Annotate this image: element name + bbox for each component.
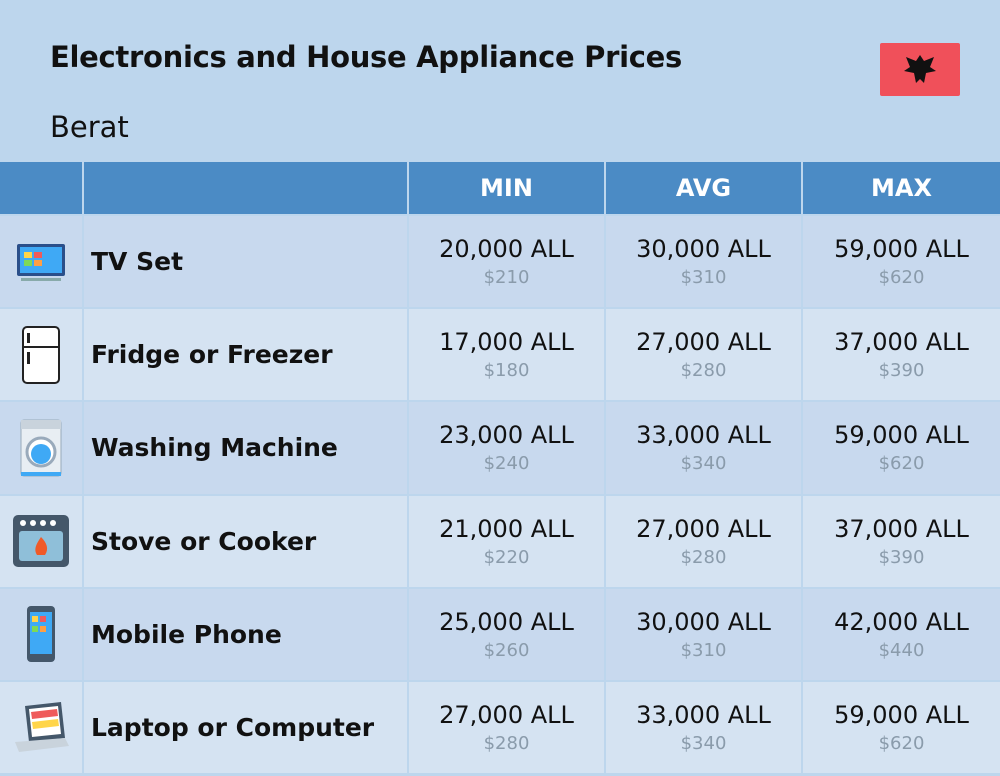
- price-usd: $210: [483, 267, 530, 289]
- flag-eagle: [904, 55, 936, 83]
- price-usd: $620: [878, 453, 925, 475]
- price-local: 27,000 ALL: [439, 701, 574, 730]
- price-cell: 33,000 ALL $340: [606, 682, 801, 774]
- price-usd: $340: [680, 733, 727, 755]
- row-icon-cell: [0, 682, 82, 774]
- row-icon: [27, 606, 55, 663]
- price-usd: $440: [878, 639, 925, 661]
- title: Electronics and House Appliance Prices: [50, 40, 682, 74]
- price-local: 59,000 ALL: [834, 235, 969, 264]
- row-name: Laptop or Computer: [84, 682, 407, 774]
- price-local: 20,000 ALL: [439, 235, 574, 264]
- price-local: 59,000 ALL: [834, 701, 969, 730]
- row-icon-cell: [0, 588, 82, 680]
- price-cell: 59,000 ALL $620: [803, 402, 1000, 494]
- price-local: 30,000 ALL: [636, 235, 771, 264]
- price-cell: 42,000 ALL $440: [803, 588, 1000, 680]
- price-cell: 37,000 ALL $390: [803, 495, 1000, 587]
- price-usd: $340: [680, 453, 727, 475]
- row-icon-cell: [0, 402, 82, 494]
- price-usd: $240: [483, 453, 530, 475]
- price-cell: 37,000 ALL $390: [803, 309, 1000, 401]
- row-name: TV Set: [84, 216, 407, 308]
- flag: [880, 43, 960, 96]
- row-name: Washing Machine: [84, 402, 407, 494]
- row-icon: [13, 515, 69, 568]
- price-local: 37,000 ALL: [834, 328, 969, 357]
- price-cell: 33,000 ALL $340: [606, 402, 801, 494]
- price-usd: $310: [680, 267, 727, 289]
- price-cell: 59,000 ALL $620: [803, 216, 1000, 308]
- row-name: Mobile Phone: [84, 588, 407, 680]
- price-local: 37,000 ALL: [834, 514, 969, 543]
- price-cell: 17,000 ALL $180: [409, 309, 604, 401]
- price-local: 33,000 ALL: [636, 421, 771, 450]
- price-local: 17,000 ALL: [439, 328, 574, 357]
- price-cell: 27,000 ALL $280: [409, 682, 604, 774]
- row-icon: [20, 419, 62, 477]
- price-usd: $220: [483, 546, 530, 568]
- header-cell: [84, 162, 407, 214]
- price-usd: $390: [878, 360, 925, 382]
- column-header: MIN: [409, 162, 604, 214]
- price-cell: 20,000 ALL $210: [409, 216, 604, 308]
- header-cell: [0, 162, 82, 214]
- price-local: 30,000 ALL: [636, 607, 771, 636]
- price-usd: $260: [483, 639, 530, 661]
- price-local: 27,000 ALL: [636, 328, 771, 357]
- price-local: 27,000 ALL: [636, 514, 771, 543]
- price-cell: 30,000 ALL $310: [606, 588, 801, 680]
- price-cell: 30,000 ALL $310: [606, 216, 801, 308]
- price-cell: 23,000 ALL $240: [409, 402, 604, 494]
- price-usd: $180: [483, 360, 530, 382]
- price-usd: $280: [680, 360, 727, 382]
- price-usd: $620: [878, 267, 925, 289]
- price-local: 33,000 ALL: [636, 701, 771, 730]
- price-usd: $280: [483, 733, 530, 755]
- column-header: AVG: [606, 162, 801, 214]
- price-local: 59,000 ALL: [834, 421, 969, 450]
- price-local: 23,000 ALL: [439, 421, 574, 450]
- price-cell: 21,000 ALL $220: [409, 495, 604, 587]
- price-usd: $310: [680, 639, 727, 661]
- price-cell: 27,000 ALL $280: [606, 495, 801, 587]
- row-icon-cell: [0, 495, 82, 587]
- subtitle: Berat: [50, 110, 129, 144]
- row-icon-cell: [0, 309, 82, 401]
- price-usd: $280: [680, 546, 727, 568]
- row-icon-cell: [0, 216, 82, 308]
- price-cell: 59,000 ALL $620: [803, 682, 1000, 774]
- row-icon: [22, 325, 60, 384]
- price-local: 21,000 ALL: [439, 514, 574, 543]
- price-usd: $620: [878, 733, 925, 755]
- row-name: Stove or Cooker: [84, 495, 407, 587]
- price-local: 25,000 ALL: [439, 607, 574, 636]
- price-usd: $390: [878, 546, 925, 568]
- price-cell: 25,000 ALL $260: [409, 588, 604, 680]
- row-name: Fridge or Freezer: [84, 309, 407, 401]
- price-cell: 27,000 ALL $280: [606, 309, 801, 401]
- row-icon: [17, 243, 65, 281]
- column-header: MAX: [803, 162, 1000, 214]
- row-icon: [15, 701, 69, 752]
- price-local: 42,000 ALL: [834, 607, 969, 636]
